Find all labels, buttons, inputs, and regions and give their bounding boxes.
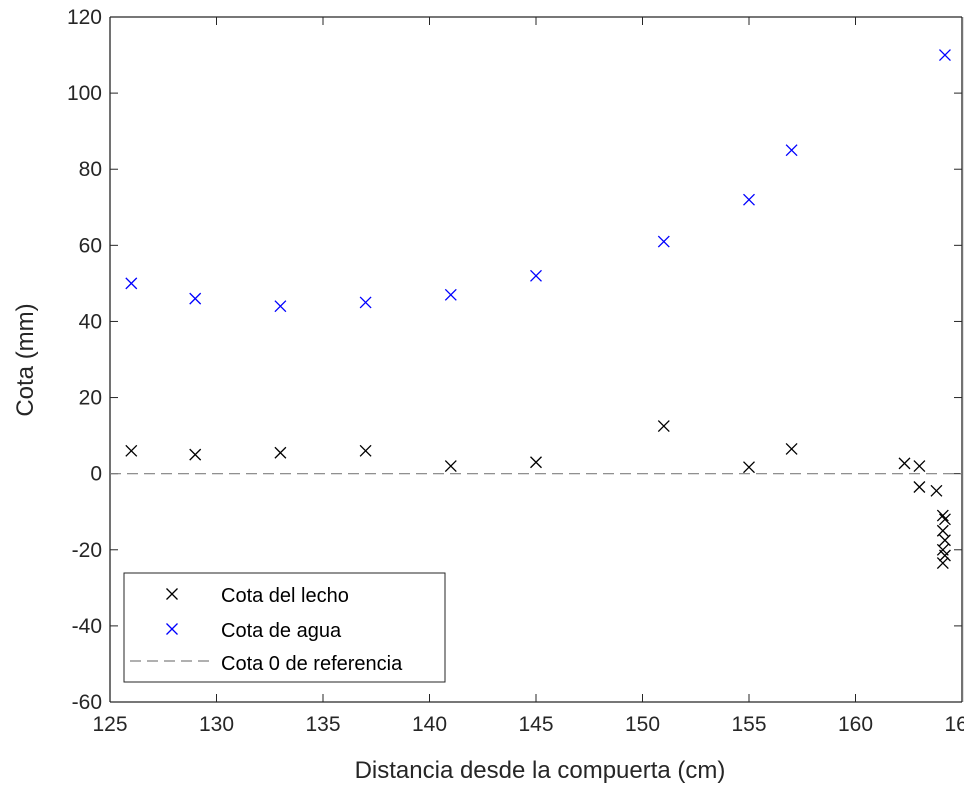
bed-point [913,460,926,473]
y-tick-label: 40 [79,310,102,333]
bed-point [930,484,943,497]
x-tick-label: 145 [518,713,553,736]
x-tick-label: 130 [199,713,234,736]
y-tick-label: 0 [90,463,102,486]
x-tick-label: 135 [305,713,340,736]
bed-point [189,448,202,461]
legend-marker [166,588,178,600]
water-point [274,300,287,313]
legend-label: Cota de agua [221,620,342,642]
x-tick-label: 155 [731,713,766,736]
bed-point [898,457,911,470]
bed-point [125,444,138,457]
y-tick-label: -40 [72,615,102,638]
water-point [657,235,670,248]
legend-marker [166,623,178,635]
water-point [785,144,798,157]
water-point [444,288,457,301]
x-axis-label: Distancia desde la compuerta (cm) [355,757,726,784]
legend-box [123,572,446,683]
legend-label: Cota 0 de referencia [221,653,403,675]
x-tick-label: 160 [838,713,873,736]
bed-point [939,549,951,562]
bed-point [359,444,372,457]
y-tick-label: -20 [72,539,102,562]
water-point [530,269,542,282]
y-tick-label: 60 [79,234,102,257]
x-tick-label: 125 [92,713,127,736]
bed-point [530,456,542,469]
y-tick-label: 80 [79,158,102,181]
water-point [743,193,755,206]
y-axis-label: Cota (mm) [12,303,39,416]
bed-point [936,509,949,522]
y-tick-label: 20 [79,387,102,410]
ticks: 125 130 135 140 145 150 155 160 165 -60 -40 -20 0 20 4… [67,6,964,736]
y-tick-label: 100 [67,82,102,105]
bed-point [913,481,926,493]
bed-point [657,420,670,433]
y-tick-label: 120 [67,6,102,29]
x-tick-label: 150 [625,713,660,736]
bed-point [936,524,949,537]
bed-point [939,513,951,526]
water-point [939,49,951,62]
bed-point [743,461,755,474]
x-tick-label: 140 [412,713,447,736]
x-tick-label: 165 [944,713,964,736]
bed-point [274,446,287,459]
bed-point [785,442,798,455]
legend: Cota del lecho Cota de agua Cota 0 de refe… [123,572,446,683]
bed-point [939,534,951,547]
legend-label: Cota del lecho [221,585,349,607]
y-tick-label: -60 [72,691,102,714]
water-point [189,292,202,305]
data-marks [110,17,964,702]
bed-point [936,557,949,570]
water-point [359,296,372,309]
bed-point [444,460,457,473]
water-point [125,277,138,290]
